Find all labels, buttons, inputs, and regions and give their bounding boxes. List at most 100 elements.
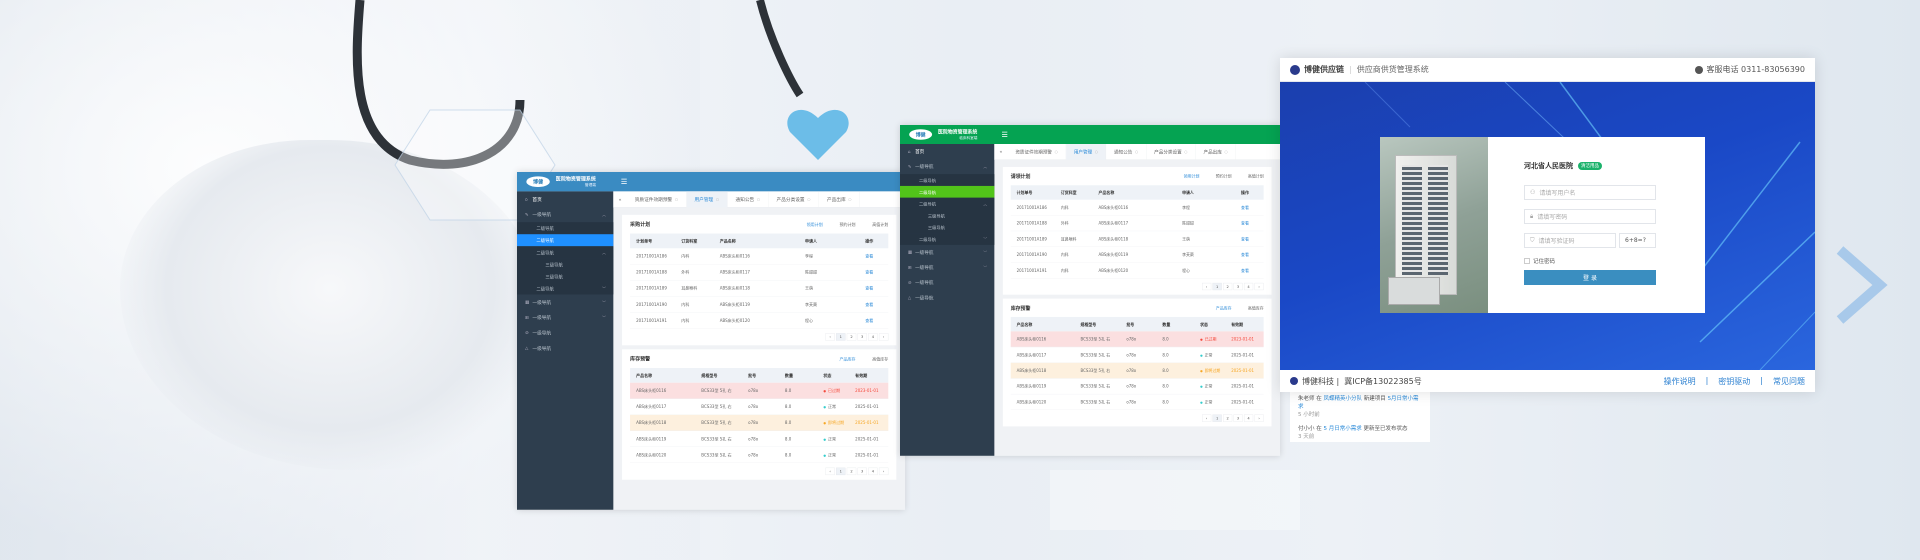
sidebar-item[interactable]: ⊘ 一级导航 bbox=[900, 275, 994, 290]
sidebar-item[interactable]: 二级导航 ︿ bbox=[900, 197, 995, 210]
close-circle-icon[interactable]: ○ bbox=[674, 197, 679, 202]
sidebar-item[interactable]: ⊘ 一级导航 bbox=[517, 325, 613, 340]
card-tab[interactable]: 预约计划 bbox=[839, 222, 856, 227]
card-tab[interactable]: 预约计划 bbox=[1215, 173, 1232, 179]
close-circle-icon[interactable]: ○ bbox=[807, 197, 811, 202]
hamburger-icon[interactable]: ☰ bbox=[620, 177, 628, 186]
card-tab[interactable]: 领用计划 bbox=[806, 222, 823, 227]
sidebar-item[interactable]: ✎ 一级导航 ︿ bbox=[517, 207, 613, 222]
view-link[interactable]: 查看 bbox=[1241, 268, 1249, 273]
page-button[interactable]: 3 bbox=[1233, 282, 1243, 291]
tab[interactable]: 产品分类设置 ○ bbox=[768, 191, 819, 208]
faq-link[interactable]: 常见问题 bbox=[1773, 376, 1805, 386]
page-button[interactable]: 1 bbox=[836, 467, 846, 476]
sidebar-item[interactable]: ⊞ 一级导航 ﹀ bbox=[517, 310, 613, 325]
tab[interactable]: 产品分类设置 ○ bbox=[1146, 143, 1196, 160]
page-button[interactable]: 4 bbox=[1243, 414, 1254, 422]
tab[interactable]: 用户管理 ○ bbox=[686, 191, 728, 208]
prev-page-button[interactable]: ‹ bbox=[825, 333, 835, 341]
close-circle-icon[interactable]: ○ bbox=[1054, 149, 1058, 154]
view-link[interactable]: 查看 bbox=[865, 318, 874, 323]
page-button[interactable]: 1 bbox=[1212, 414, 1222, 422]
sidebar-item[interactable]: ⌂ 首页 bbox=[517, 191, 613, 206]
view-link[interactable]: 查看 bbox=[865, 286, 874, 291]
close-circle-icon[interactable]: ○ bbox=[1184, 149, 1188, 154]
card-tab[interactable]: 高值计划 bbox=[872, 222, 889, 227]
sidebar-item[interactable]: △ 一级导航 bbox=[900, 290, 994, 305]
feed-group-link[interactable]: 凤蝶精英小分队 bbox=[1323, 396, 1363, 402]
card-tab[interactable]: 高值库存 bbox=[872, 356, 889, 362]
sidebar-item[interactable]: ✎ 一级导航 ︿ bbox=[900, 159, 994, 174]
feed-group-link[interactable]: 5 月日常小需求 bbox=[1323, 426, 1362, 432]
view-link[interactable]: 查看 bbox=[1241, 205, 1249, 210]
page-button[interactable]: 2 bbox=[846, 333, 857, 341]
view-link[interactable]: 查看 bbox=[1241, 252, 1249, 258]
chevron-up-icon[interactable]: ︿ bbox=[601, 250, 606, 255]
close-circle-icon[interactable]: ○ bbox=[715, 197, 720, 202]
page-button[interactable]: 4 bbox=[868, 333, 878, 341]
sidebar-item[interactable]: ▦ 一级导航 ﹀ bbox=[517, 294, 613, 309]
view-link[interactable]: 查看 bbox=[865, 253, 874, 259]
sidebar-item[interactable]: 三级导航 bbox=[900, 221, 995, 234]
chevron-down-icon[interactable]: ﹀ bbox=[601, 286, 606, 291]
prev-page-button[interactable]: ‹ bbox=[1202, 282, 1212, 291]
page-button[interactable]: 2 bbox=[846, 467, 857, 476]
username-input[interactable]: ⚇ 请填写用户名 bbox=[1524, 185, 1656, 200]
prev-page-button[interactable]: ‹ bbox=[1202, 414, 1212, 422]
hamburger-icon[interactable]: ☰ bbox=[1001, 130, 1009, 139]
sidebar-item[interactable]: ▦ 一级导航 ﹀ bbox=[900, 245, 994, 260]
sidebar-item[interactable]: △ 一级导航 bbox=[517, 341, 613, 356]
sidebar-item[interactable]: 三级导航 bbox=[900, 209, 995, 222]
prev-page-button[interactable]: ‹ bbox=[825, 467, 835, 476]
captcha-input[interactable]: ⛉ 请填写验证码 bbox=[1524, 233, 1616, 248]
tab[interactable]: 资质证件效期预警 ○ bbox=[627, 191, 687, 208]
tab[interactable]: 产品出库 ○ bbox=[1196, 143, 1236, 160]
tab[interactable]: 通知公告 ○ bbox=[1106, 143, 1147, 160]
double-chevron-left-icon[interactable]: « bbox=[618, 196, 622, 202]
sidebar-item[interactable]: 二级导航 ﹀ bbox=[900, 233, 995, 245]
page-button[interactable]: 4 bbox=[1243, 282, 1254, 291]
sidebar-item[interactable]: 二级导航 ︿ bbox=[517, 246, 614, 259]
page-button[interactable]: 3 bbox=[857, 467, 867, 476]
driver-link[interactable]: 密钥驱动 bbox=[1718, 376, 1751, 386]
chevron-up-icon[interactable]: ︿ bbox=[983, 201, 988, 207]
card-tab[interactable]: 领用计划 bbox=[1183, 173, 1200, 179]
page-button[interactable]: 1 bbox=[836, 333, 846, 341]
close-circle-icon[interactable]: ○ bbox=[756, 197, 761, 202]
page-button[interactable]: 3 bbox=[857, 333, 867, 341]
view-link[interactable]: 查看 bbox=[865, 270, 874, 275]
close-circle-icon[interactable]: ○ bbox=[1224, 149, 1228, 154]
chevron-down-icon[interactable]: ﹀ bbox=[601, 315, 606, 321]
sidebar-item[interactable]: 三级导航 bbox=[517, 270, 614, 283]
page-button[interactable]: 3 bbox=[1233, 414, 1243, 422]
next-page-button[interactable]: › bbox=[1254, 282, 1264, 291]
chevron-down-icon[interactable]: ﹀ bbox=[983, 265, 988, 270]
card-tab[interactable]: 高值库存 bbox=[1247, 305, 1264, 311]
double-chevron-left-icon[interactable]: « bbox=[999, 149, 1003, 155]
page-button[interactable]: 1 bbox=[1212, 282, 1222, 291]
feed-target-link[interactable]: 5月日常小需求 bbox=[1298, 396, 1419, 410]
card-tab[interactable]: 产品库存 bbox=[1215, 305, 1232, 311]
page-button[interactable]: 4 bbox=[868, 467, 878, 476]
close-circle-icon[interactable]: ○ bbox=[848, 197, 852, 202]
next-page-button[interactable]: › bbox=[878, 467, 889, 476]
chevron-down-icon[interactable]: ﹀ bbox=[983, 250, 988, 255]
sidebar-item[interactable]: 二级导航 bbox=[900, 185, 995, 198]
chevron-up-icon[interactable]: ︿ bbox=[601, 212, 606, 217]
sidebar-item[interactable]: 二级导航 bbox=[900, 174, 995, 186]
sidebar-item[interactable]: ⊞ 一级导航 ﹀ bbox=[900, 260, 994, 275]
card-tab[interactable]: 高值计划 bbox=[1247, 173, 1264, 179]
tab[interactable]: 用户管理 ○ bbox=[1065, 143, 1107, 160]
page-button[interactable]: 2 bbox=[1223, 282, 1233, 291]
login-button[interactable]: 登 录 bbox=[1524, 270, 1656, 285]
tab[interactable]: 通知公告 ○ bbox=[727, 191, 769, 208]
remember-checkbox[interactable] bbox=[1524, 258, 1530, 264]
sidebar-item[interactable]: 三级导航 bbox=[517, 258, 614, 271]
tab[interactable]: 产品出库 ○ bbox=[819, 191, 860, 208]
close-circle-icon[interactable]: ○ bbox=[1134, 149, 1139, 154]
next-page-button[interactable]: › bbox=[878, 333, 889, 341]
chevron-down-icon[interactable]: ﹀ bbox=[983, 236, 988, 242]
close-circle-icon[interactable]: ○ bbox=[1094, 149, 1098, 154]
chevron-up-icon[interactable]: ︿ bbox=[983, 164, 988, 170]
card-tab[interactable]: 产品库存 bbox=[839, 356, 856, 362]
